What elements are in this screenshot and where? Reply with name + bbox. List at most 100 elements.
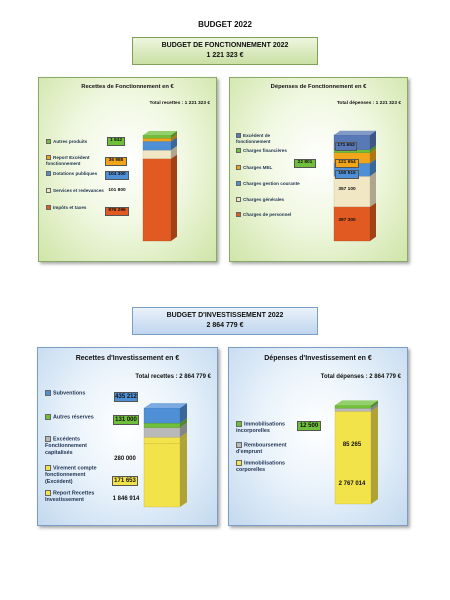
data-label-report-excedent-fonctionnement: 36 985 bbox=[105, 157, 127, 166]
data-label-immobilisations-corporelles: 2 767 014 bbox=[338, 481, 366, 487]
legend-label: Virement compte fonctionnement (Excédent… bbox=[45, 465, 97, 485]
legend-swatch bbox=[45, 465, 51, 471]
legend-swatch bbox=[236, 181, 241, 187]
legend-swatch bbox=[236, 460, 242, 466]
legend-label: Report Recettes Investissement bbox=[45, 490, 95, 504]
data-label-autres-produits: 1 942 bbox=[107, 137, 125, 146]
stacked-bar-chart bbox=[142, 130, 177, 242]
legend-swatch bbox=[45, 390, 51, 396]
bar-top bbox=[144, 403, 187, 408]
bar-segment-immobilisations-incorporelles bbox=[334, 400, 378, 409]
legend-swatch bbox=[46, 155, 51, 161]
legend-label: Immobilisations corporelles bbox=[236, 460, 286, 474]
depenses-fonctionnement-panel: Dépenses de Fonctionnement en € Total dé… bbox=[229, 77, 408, 262]
chart-title: Dépenses d'Investissement en € bbox=[264, 355, 372, 362]
bar-segment-charges-de-personnel bbox=[333, 202, 376, 242]
recettes-investissement-panel: Recettes d'Investissement en € Total rec… bbox=[37, 347, 218, 526]
data-label-excedents-fonctionnement-capitalises: 280 000 bbox=[114, 456, 136, 462]
legend-label: Report Excédent fonctionnement bbox=[46, 155, 90, 166]
legend-item-virement-compte-fonctionnement-excedent: Virement compte fonctionnement (Excédent… bbox=[45, 465, 110, 485]
legend-item-charges-mel: Charges MEL bbox=[236, 165, 300, 171]
investissement-banner-total: 2 864 779 € bbox=[206, 322, 244, 329]
data-label-autres-reserves: 131 000 bbox=[113, 415, 139, 425]
legend-swatch bbox=[236, 197, 241, 203]
bar-segment-immobilisations-corporelles bbox=[334, 406, 378, 505]
legend-item-impots-et-taxes: Impôts et taxes bbox=[46, 205, 109, 211]
bar-top bbox=[335, 400, 378, 406]
data-label-charges-financieres: 22 801 bbox=[294, 159, 316, 168]
data-label-virement-compte-fonctionnement-excedent: 171 653 bbox=[112, 476, 138, 486]
legend-swatch bbox=[236, 165, 241, 171]
legend-swatch bbox=[236, 133, 241, 139]
bar-top bbox=[143, 130, 177, 136]
investissement-banner: BUDGET D'INVESTISSEMENT 2022 2 864 779 € bbox=[132, 307, 318, 335]
bar-segment-charges-generales bbox=[333, 171, 376, 207]
legend-label: Charges gestion courante bbox=[243, 181, 300, 186]
legend-swatch bbox=[236, 148, 241, 154]
legend-item-autres-produits: Autres produits bbox=[46, 139, 109, 145]
legend-swatch bbox=[46, 139, 51, 145]
chart-title: Recettes d'Investissement en € bbox=[75, 355, 180, 362]
chart-title: Recettes de Fonctionnement en € bbox=[81, 84, 174, 90]
data-label-remboursement-d-emprunt: 85 265 bbox=[342, 442, 362, 448]
data-label-charges-mel: 121 954 bbox=[335, 159, 359, 168]
investissement-banner-title: BUDGET D'INVESTISSEMENT 2022 bbox=[166, 312, 284, 319]
stacked-bar-chart bbox=[334, 400, 378, 505]
stacked-bar-chart bbox=[143, 403, 187, 508]
chart-total: Total dépenses : 1 221 323 € bbox=[336, 101, 401, 106]
data-label-subventions: 435 212 bbox=[114, 392, 138, 402]
chart-total: Total recettes : 2 864 779 € bbox=[135, 374, 211, 380]
data-label-charges-generales: 357 100 bbox=[338, 187, 356, 192]
data-label-impots-et-taxes: 976 296 bbox=[105, 207, 129, 216]
legend-item-dotations-publiques: Dotations publiques bbox=[46, 171, 109, 177]
chart-total: Total dépenses : 2 864 779 € bbox=[320, 374, 401, 380]
legend-item-excedent-de-fonctionnement: Excédent de fonctionnement bbox=[236, 133, 300, 144]
chart-title: Dépenses de Fonctionnement en € bbox=[270, 84, 367, 90]
legend-item-report-excedent-fonctionnement: Report Excédent fonctionnement bbox=[46, 155, 109, 166]
recettes-fonctionnement-panel: Recettes de Fonctionnement en € Total re… bbox=[38, 77, 217, 262]
bar-segment-report-recettes-investissement bbox=[143, 438, 187, 508]
legend-item-report-recettes-investissement: Report Recettes Investissement bbox=[45, 490, 110, 504]
data-label-services-et-redevances: 101 800 bbox=[108, 188, 126, 193]
legend-item-excedents-fonctionnement-capitalises: Excédents Fonctionnement capitalisés bbox=[45, 436, 110, 456]
legend-swatch bbox=[45, 436, 51, 442]
legend-item-services-et-redevances: Services et redevances bbox=[46, 188, 109, 194]
legend-label: Charges financières bbox=[243, 148, 287, 153]
legend-label: Dotations publiques bbox=[53, 171, 98, 176]
stacked-bar-chart bbox=[333, 130, 376, 242]
fonctionnement-banner: BUDGET DE FONCTIONNEMENT 2022 1 221 323 … bbox=[132, 37, 318, 65]
depenses-investissement-panel: Dépenses d'Investissement en € Total dép… bbox=[228, 347, 408, 526]
legend-swatch bbox=[46, 205, 51, 211]
data-label-immobilisations-incorporelles: 12 500 bbox=[297, 421, 321, 431]
legend-label: Subventions bbox=[53, 390, 86, 397]
legend-item-immobilisations-incorporelles: Immobilisations incorporelles bbox=[236, 421, 301, 435]
legend-item-autres-reserves: Autres réserves bbox=[45, 414, 110, 421]
legend-item-charges-de-personnel: Charges de personnel bbox=[236, 212, 300, 218]
legend-swatch bbox=[45, 414, 51, 420]
data-label-charges-de-personnel: 397 300 bbox=[338, 218, 356, 223]
legend-swatch bbox=[236, 212, 241, 218]
document-title: BUDGET 2022 bbox=[198, 20, 252, 29]
data-label-dotations-publiques: 104 300 bbox=[105, 171, 129, 180]
legend-label: Services et redevances bbox=[53, 188, 104, 193]
data-label-excedent-de-fonctionnement: 171 653 bbox=[335, 142, 357, 151]
fonctionnement-banner-title: BUDGET DE FONCTIONNEMENT 2022 bbox=[161, 42, 289, 49]
legend-label: Immobilisations incorporelles bbox=[236, 421, 286, 435]
legend-item-charges-financieres: Charges financières bbox=[236, 148, 300, 154]
legend-label: Charges de personnel bbox=[243, 212, 292, 217]
legend-swatch bbox=[46, 171, 51, 177]
legend-label: Impôts et taxes bbox=[53, 205, 87, 210]
bar-segment-subventions bbox=[143, 403, 187, 424]
legend-label: Charges MEL bbox=[243, 165, 273, 170]
bar-segment-impots-et-taxes bbox=[142, 154, 177, 242]
legend-item-remboursement-d-emprunt: Remboursement d'emprunt bbox=[236, 442, 301, 456]
bar-top bbox=[334, 130, 376, 135]
legend-swatch bbox=[45, 490, 51, 496]
data-label-charges-gestion-courante: 150 515 bbox=[335, 170, 359, 179]
legend-label: Excédent de fonctionnement bbox=[236, 133, 271, 144]
legend-swatch bbox=[236, 421, 242, 427]
legend-swatch bbox=[236, 442, 242, 448]
legend-label: Autres produits bbox=[53, 139, 88, 144]
legend-label: Remboursement d'emprunt bbox=[236, 442, 287, 456]
legend-label: Autres réserves bbox=[53, 414, 94, 421]
